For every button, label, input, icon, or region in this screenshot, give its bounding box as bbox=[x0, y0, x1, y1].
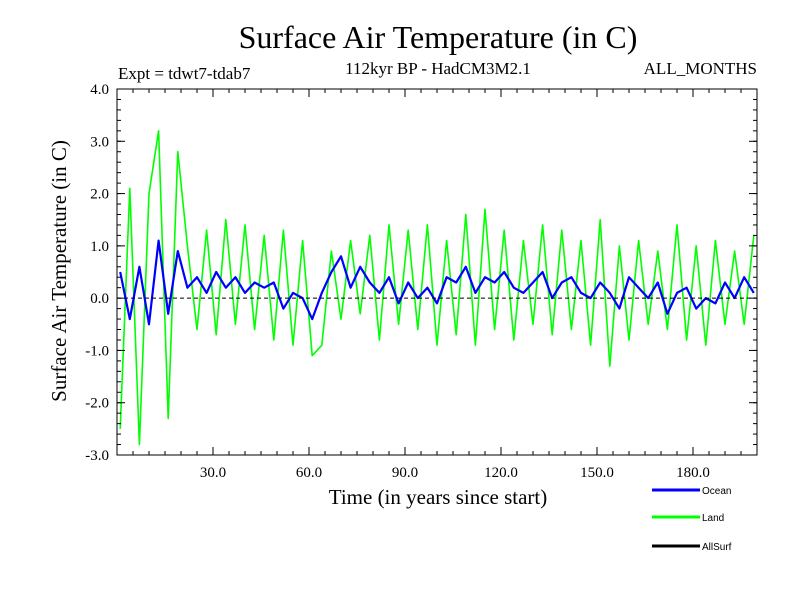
y-tick-label: 2.0 bbox=[90, 187, 109, 203]
y-tick-label: 0.0 bbox=[90, 291, 109, 307]
y-tick-label: 4.0 bbox=[90, 82, 109, 98]
period-label: ALL_MONTHS bbox=[644, 59, 757, 78]
x-tick-label: 90.0 bbox=[392, 465, 418, 481]
x-tick-label: 180.0 bbox=[676, 465, 710, 481]
legend-label-allsurf: AllSurf bbox=[702, 542, 732, 553]
x-tick-label: 30.0 bbox=[200, 465, 226, 481]
experiment-label: Expt = tdwt7-tdab7 bbox=[118, 64, 251, 83]
x-axis-label: Time (in years since start) bbox=[329, 485, 548, 509]
legend-label-ocean: Ocean bbox=[702, 486, 731, 497]
y-tick-label: 3.0 bbox=[90, 134, 109, 150]
y-axis-label: Surface Air Temperature (in C) bbox=[47, 140, 71, 402]
series-line-ocean bbox=[119, 239, 755, 326]
legend: Ocean Land AllSurf bbox=[652, 486, 732, 553]
chart-title: Surface Air Temperature (in C) bbox=[239, 19, 638, 55]
y-tick-label: -3.0 bbox=[85, 448, 109, 464]
x-tick-label: 150.0 bbox=[580, 465, 614, 481]
y-tick-label: -1.0 bbox=[85, 343, 109, 359]
series-line-land bbox=[119, 130, 755, 446]
y-tick-label: 1.0 bbox=[90, 239, 109, 255]
y-tick-label: -2.0 bbox=[85, 396, 109, 412]
plot-area: -3.0 -2.0 -1.0 0.0 1.0 2.0 3.0 4.0 30.0 60.0 90.0 1… bbox=[85, 82, 758, 481]
chart-subtitle: 112kyr BP - HadCM3M2.1 bbox=[345, 59, 531, 78]
x-tick-label: 120.0 bbox=[484, 465, 518, 481]
x-tick-label: 60.0 bbox=[296, 465, 322, 481]
legend-label-land: Land bbox=[702, 513, 724, 524]
